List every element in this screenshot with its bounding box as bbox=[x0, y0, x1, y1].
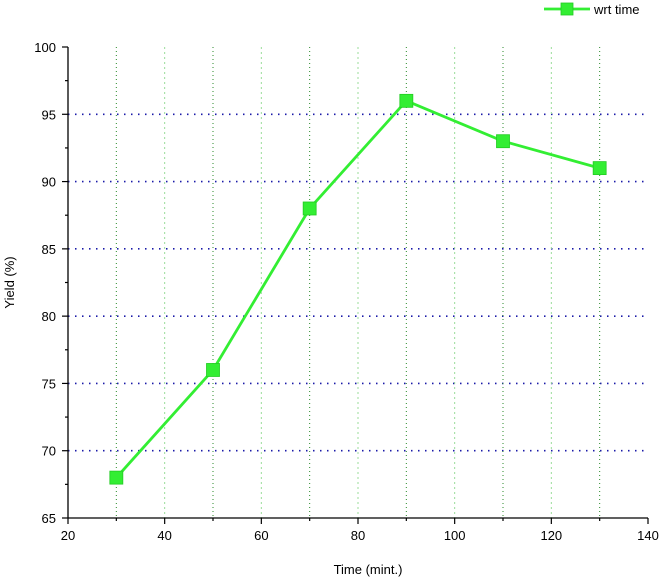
x-tick-label: 20 bbox=[61, 528, 75, 543]
y-tick-label: 65 bbox=[42, 511, 56, 526]
x-tick-label: 80 bbox=[351, 528, 365, 543]
data-point-marker bbox=[496, 134, 510, 149]
grid-lines bbox=[68, 47, 648, 518]
x-tick-label: 120 bbox=[540, 528, 562, 543]
axis-ticks: 20 40 60 80 100 120 140 65 70 75 80 85 90 95 100 bbox=[34, 40, 659, 543]
data-point-marker bbox=[302, 201, 317, 216]
data-point-marker bbox=[109, 470, 124, 485]
legend: wrt time bbox=[544, 2, 640, 17]
y-tick-label: 90 bbox=[42, 175, 56, 190]
y-tick-label: 100 bbox=[34, 40, 56, 55]
x-axis-title: Time (mint.) bbox=[334, 562, 403, 577]
y-axis-title: Yield (%) bbox=[2, 256, 17, 308]
y-tick-label: 85 bbox=[42, 242, 56, 257]
x-tick-label: 140 bbox=[637, 528, 659, 543]
data-point-marker bbox=[399, 93, 414, 108]
series-wrt-time bbox=[109, 93, 607, 485]
x-tick-label: 40 bbox=[157, 528, 171, 543]
x-tick-label: 60 bbox=[254, 528, 268, 543]
series-line bbox=[115, 99, 601, 479]
y-tick-label: 80 bbox=[42, 309, 56, 324]
y-tick-label: 75 bbox=[42, 376, 56, 391]
legend-marker-swatch bbox=[560, 2, 574, 16]
y-tick-label: 70 bbox=[42, 444, 56, 459]
data-point-marker bbox=[206, 363, 220, 377]
legend-label: wrt time bbox=[593, 2, 640, 17]
data-point-marker bbox=[592, 161, 607, 176]
y-tick-label: 95 bbox=[42, 107, 56, 122]
x-tick-label: 100 bbox=[444, 528, 466, 543]
